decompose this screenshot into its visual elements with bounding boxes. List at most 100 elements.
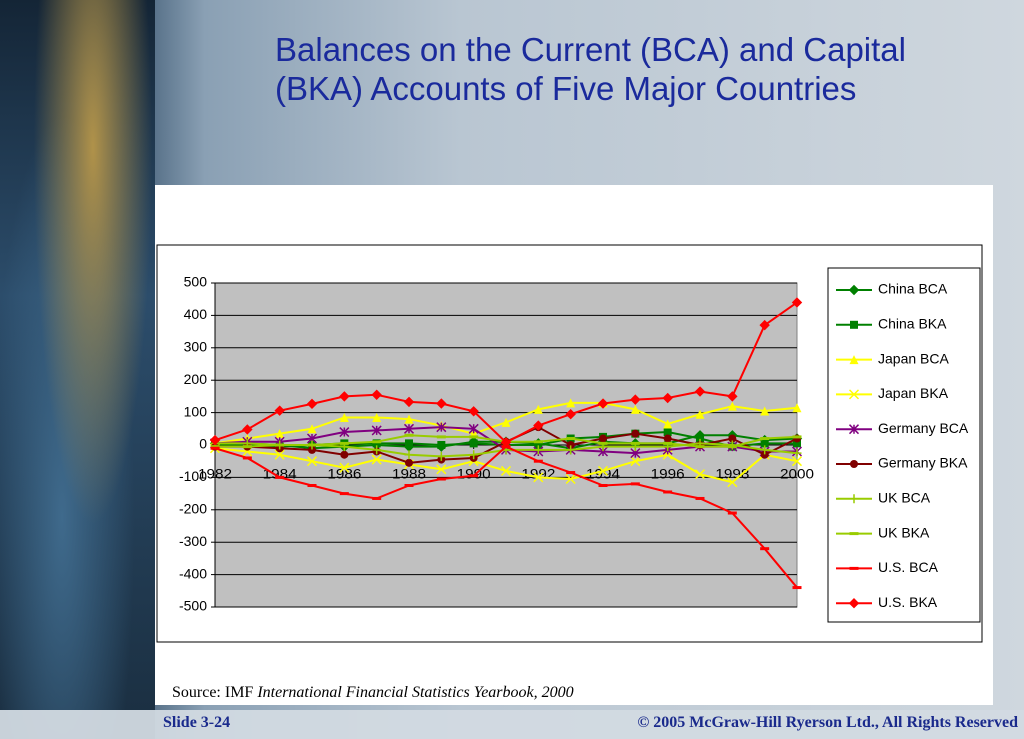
marker bbox=[663, 434, 672, 443]
marker-shape bbox=[663, 434, 672, 443]
marker bbox=[760, 406, 770, 416]
marker bbox=[662, 449, 673, 460]
marker bbox=[403, 396, 415, 408]
marker bbox=[631, 429, 640, 438]
marker bbox=[760, 445, 770, 455]
legend-label: U.S. BKA bbox=[878, 594, 938, 610]
marker bbox=[403, 423, 415, 434]
marker-shape bbox=[436, 398, 447, 409]
marker-shape bbox=[500, 465, 512, 476]
marker bbox=[565, 409, 576, 420]
marker-shape bbox=[500, 437, 512, 448]
marker-shape bbox=[371, 425, 382, 436]
marker bbox=[793, 439, 801, 448]
marker-shape bbox=[597, 398, 609, 409]
marker bbox=[209, 434, 221, 446]
marker-shape bbox=[694, 469, 706, 480]
marker bbox=[339, 391, 350, 402]
marker-shape bbox=[662, 392, 673, 404]
marker bbox=[500, 465, 512, 476]
x-tick-label: 1982 bbox=[198, 466, 232, 482]
marker-shape bbox=[501, 417, 511, 427]
copyright: © 2005 McGraw-Hill Ryerson Ltd., All Rig… bbox=[637, 714, 1018, 731]
marker bbox=[500, 437, 512, 448]
marker bbox=[630, 394, 641, 405]
marker bbox=[791, 456, 803, 467]
marker-shape bbox=[696, 434, 704, 443]
y-tick-label: 400 bbox=[184, 306, 208, 322]
marker-shape bbox=[469, 439, 478, 448]
marker-shape bbox=[405, 458, 413, 467]
source-title: International Financial Statistics Yearb… bbox=[257, 684, 574, 701]
marker-shape bbox=[727, 391, 738, 402]
marker bbox=[371, 454, 382, 465]
marker bbox=[760, 450, 769, 459]
footer: Slide 3-24 © 2005 McGraw-Hill Ryerson Lt… bbox=[0, 710, 1024, 739]
marker bbox=[850, 320, 858, 329]
background bbox=[0, 0, 155, 739]
legend-label: Germany BCA bbox=[878, 420, 969, 436]
marker-shape bbox=[760, 450, 769, 459]
marker bbox=[308, 445, 316, 454]
y-tick-label: -100 bbox=[179, 468, 207, 484]
marker-shape bbox=[437, 441, 446, 449]
marker bbox=[630, 404, 640, 414]
marker bbox=[597, 398, 609, 409]
marker-shape bbox=[339, 462, 350, 473]
marker bbox=[339, 427, 350, 438]
marker-shape bbox=[791, 456, 803, 467]
marker-shape bbox=[849, 494, 859, 504]
marker-shape bbox=[565, 409, 576, 420]
marker-shape bbox=[597, 465, 609, 476]
marker bbox=[759, 319, 770, 331]
marker bbox=[599, 434, 607, 443]
marker-shape bbox=[792, 448, 802, 458]
marker-shape bbox=[695, 409, 705, 419]
marker-shape bbox=[728, 434, 737, 443]
marker bbox=[566, 445, 576, 455]
marker bbox=[695, 409, 705, 419]
marker bbox=[306, 398, 318, 410]
x-tick-label: 1986 bbox=[327, 466, 361, 482]
legend-label: Japan BCA bbox=[878, 350, 949, 366]
marker bbox=[501, 417, 511, 427]
marker-shape bbox=[566, 398, 576, 408]
marker bbox=[791, 297, 803, 308]
marker-shape bbox=[793, 439, 801, 448]
marker-shape bbox=[306, 398, 318, 410]
marker bbox=[727, 401, 737, 411]
x-tick-label: 1996 bbox=[651, 466, 685, 482]
marker-shape bbox=[403, 396, 415, 408]
marker-shape bbox=[371, 389, 382, 400]
marker bbox=[242, 424, 253, 435]
marker-shape bbox=[849, 355, 859, 365]
marker-shape bbox=[663, 419, 673, 429]
marker bbox=[694, 386, 706, 397]
marker bbox=[597, 465, 609, 476]
marker bbox=[760, 439, 769, 448]
marker bbox=[848, 424, 860, 435]
marker-shape bbox=[404, 414, 414, 424]
marker bbox=[696, 434, 704, 443]
marker bbox=[533, 445, 543, 455]
y-tick-label: 500 bbox=[184, 274, 208, 290]
marker bbox=[849, 355, 859, 365]
marker-shape bbox=[727, 477, 738, 488]
slide-number: Slide 3-24 bbox=[163, 714, 231, 731]
marker-shape bbox=[630, 404, 640, 414]
marker-shape bbox=[566, 445, 576, 455]
legend-label: Germany BKA bbox=[878, 455, 968, 471]
marker bbox=[436, 398, 447, 409]
legend-label: China BKA bbox=[878, 316, 947, 332]
y-tick-label: -300 bbox=[179, 533, 207, 549]
marker-shape bbox=[533, 445, 543, 455]
y-tick-label: 100 bbox=[184, 403, 208, 419]
marker bbox=[469, 450, 479, 460]
marker-shape bbox=[307, 424, 317, 434]
marker bbox=[566, 398, 576, 408]
marker bbox=[848, 284, 860, 296]
x-tick-label: 1990 bbox=[457, 466, 491, 482]
marker-shape bbox=[372, 445, 382, 455]
marker bbox=[372, 439, 381, 448]
